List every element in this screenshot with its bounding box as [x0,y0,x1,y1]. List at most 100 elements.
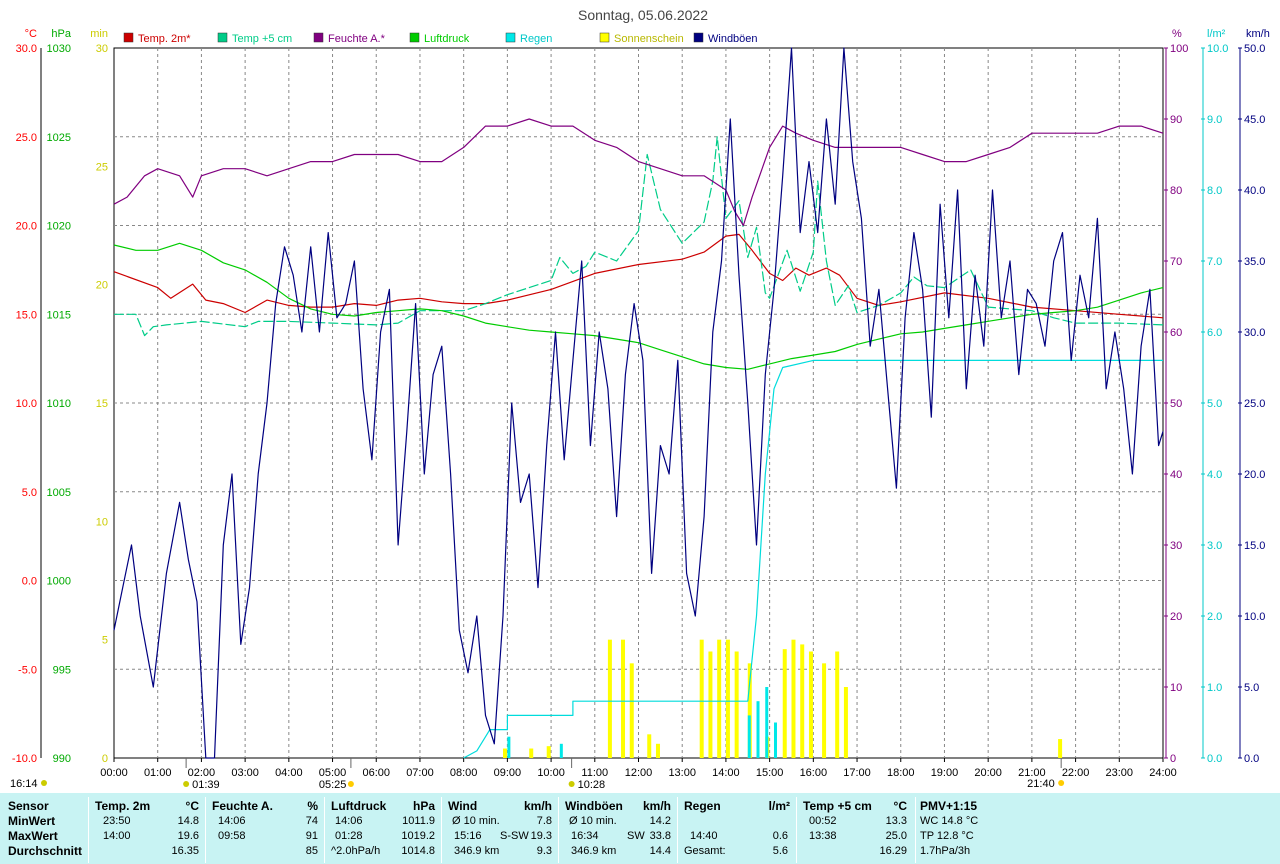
stats-regen-col: Regen l/m² 14:40 0.6 Gesamt: 5.6 [678,793,796,864]
temp-tick-label: 30.0 [16,43,37,55]
sunshine-tick-label: 15 [96,398,108,410]
humidity-tick-label: 70 [1170,256,1182,268]
sunshine-bar [546,746,551,758]
marker-label: 16:14 [10,778,38,790]
windboeen-header: Windböen [565,799,623,813]
legend-label: Temp. 2m* [138,33,191,45]
humidity-tick-label: 90 [1170,114,1182,126]
rain-tick-label: 9.0 [1207,114,1222,126]
temp5cm-max-time: 13:38 [809,830,837,842]
legend-item: Windböen [693,32,758,45]
wind-tick-label: 15.0 [1244,540,1265,552]
wind-tick-label: 50.0 [1244,43,1265,55]
pressure-tick-label: 990 [53,753,71,765]
rain-tick-label: 2.0 [1207,611,1222,623]
divider [677,797,678,863]
regen-unit: l/m² [768,799,790,813]
luftdruck-trend: ^2.0hPa/h [331,845,381,857]
humidity-tick-label: 50 [1170,398,1182,410]
humidity-tick-label: 30 [1170,540,1182,552]
divider [441,797,442,863]
sunshine-bar [800,644,805,758]
temp2m-header: Temp. 2m [95,799,151,813]
divider [558,797,559,863]
regen-max-val: 0.6 [772,830,788,842]
weather-chart: Sonntag, 05.06.2022 00:00 01:00 02:00 03:00… [10,7,1270,791]
x-tick-label: 02:00 [188,767,216,779]
luftdruck-min-time: 14:06 [335,815,363,827]
x-tick-label: 00:00 [100,767,128,779]
stats-row-max: MaxWert [8,829,58,843]
legend-item: Feuchte A.* [313,32,386,45]
sunshine-bar [791,639,796,758]
stats-wind-col: Wind km/h Ø 10 min. 7.8 15:16 S-SW 19.3 … [442,793,558,864]
sunshine-bar [734,651,739,758]
temp2m-unit: °C [185,799,199,813]
temp2m-avg-val: 16.35 [171,845,199,857]
sunshine-bar [1058,739,1063,758]
windboeen-max-dir: SW [627,830,645,842]
humidity-tick-label: 60 [1170,327,1182,339]
series-line-luftdruck [113,242,1164,370]
regen-header: Regen [684,799,721,813]
temp5cm-header: Temp +5 cm [803,799,872,813]
legend-swatch [599,32,610,43]
sunshine-tick-label: 25 [96,161,108,173]
wind-avg10-val: 7.8 [536,815,552,827]
legend-item: Regen [505,32,552,45]
feuchte-avg-val: 85 [305,845,318,857]
series-lines [113,47,1164,759]
temp5cm-max-val: 25.0 [885,830,907,842]
stats-sensor-col: Sensor MinWert MaxWert Durchschnitt [0,793,88,864]
legend-item: Temp. 2m* [123,32,191,45]
x-tick-label: 18:00 [887,767,915,779]
luftdruck-header: Luftdruck [331,799,387,813]
temp5cm-min-val: 13.3 [885,815,907,827]
marker-label: 01:39 [192,779,220,791]
temp-tick-label: 0.0 [22,576,37,588]
sunshine-bar [808,651,813,758]
legend-item: Sonnenschein [599,32,684,45]
feuchte-header: Feuchte A. [212,799,273,813]
legend-swatch [409,32,420,43]
legend-item: Luftdruck [409,32,470,45]
rain-tick-label: 8.0 [1207,185,1222,197]
marker-label: 21:40 [1027,778,1055,790]
temp2m-min-val: 14.8 [177,815,199,827]
legend-swatch [123,32,134,43]
luftdruck-max-val: 1019.2 [401,830,435,842]
sunshine-bar [629,663,634,758]
series-line-windb-en [113,47,1164,759]
wind-header: Wind [448,799,478,813]
x-tick-label: 10:00 [537,767,565,779]
sunshine-tick-label: 30 [96,43,108,55]
wind-tick-label: 5.0 [1244,682,1259,694]
x-tick-label: 15:00 [756,767,784,779]
sunshine-tick-label: 5 [102,635,108,647]
moon-icon [183,781,190,787]
sunshine-bar [725,639,730,758]
x-tick-label: 03:00 [231,767,259,779]
pressure-unit-label: hPa [51,28,71,40]
time-markers: 01:39 05:25 10:28 21:40 16:14 [10,758,1065,791]
rain-tick-label: 5.0 [1207,398,1222,410]
pressure-tick-label: 1000 [47,576,71,588]
series-line-temp-2m- [113,233,1164,319]
divider [796,797,797,863]
rain-unit-label: l/m² [1207,28,1226,40]
rain-tick-label: 3.0 [1207,540,1222,552]
legend-item: Temp +5 cm [217,32,292,45]
sunshine-tick-label: 10 [96,516,108,528]
feuchte-max-time: 09:58 [218,830,246,842]
sunshine-bar [782,649,787,758]
temp-tick-label: 5.0 [22,487,37,499]
windboeen-avg10-label: Ø 10 min. [569,815,617,827]
feuchte-min-time: 14:06 [218,815,246,827]
moon-icon [41,780,47,786]
rain-bar [507,736,511,758]
rain-bar [756,701,760,758]
stats-temp2m-col: Temp. 2m °C 23:50 14.8 14:00 19.6 16.35 [89,793,205,864]
x-tick-label: 20:00 [974,767,1002,779]
rain-bar [765,687,769,758]
feuchte-min-val: 74 [305,815,318,827]
